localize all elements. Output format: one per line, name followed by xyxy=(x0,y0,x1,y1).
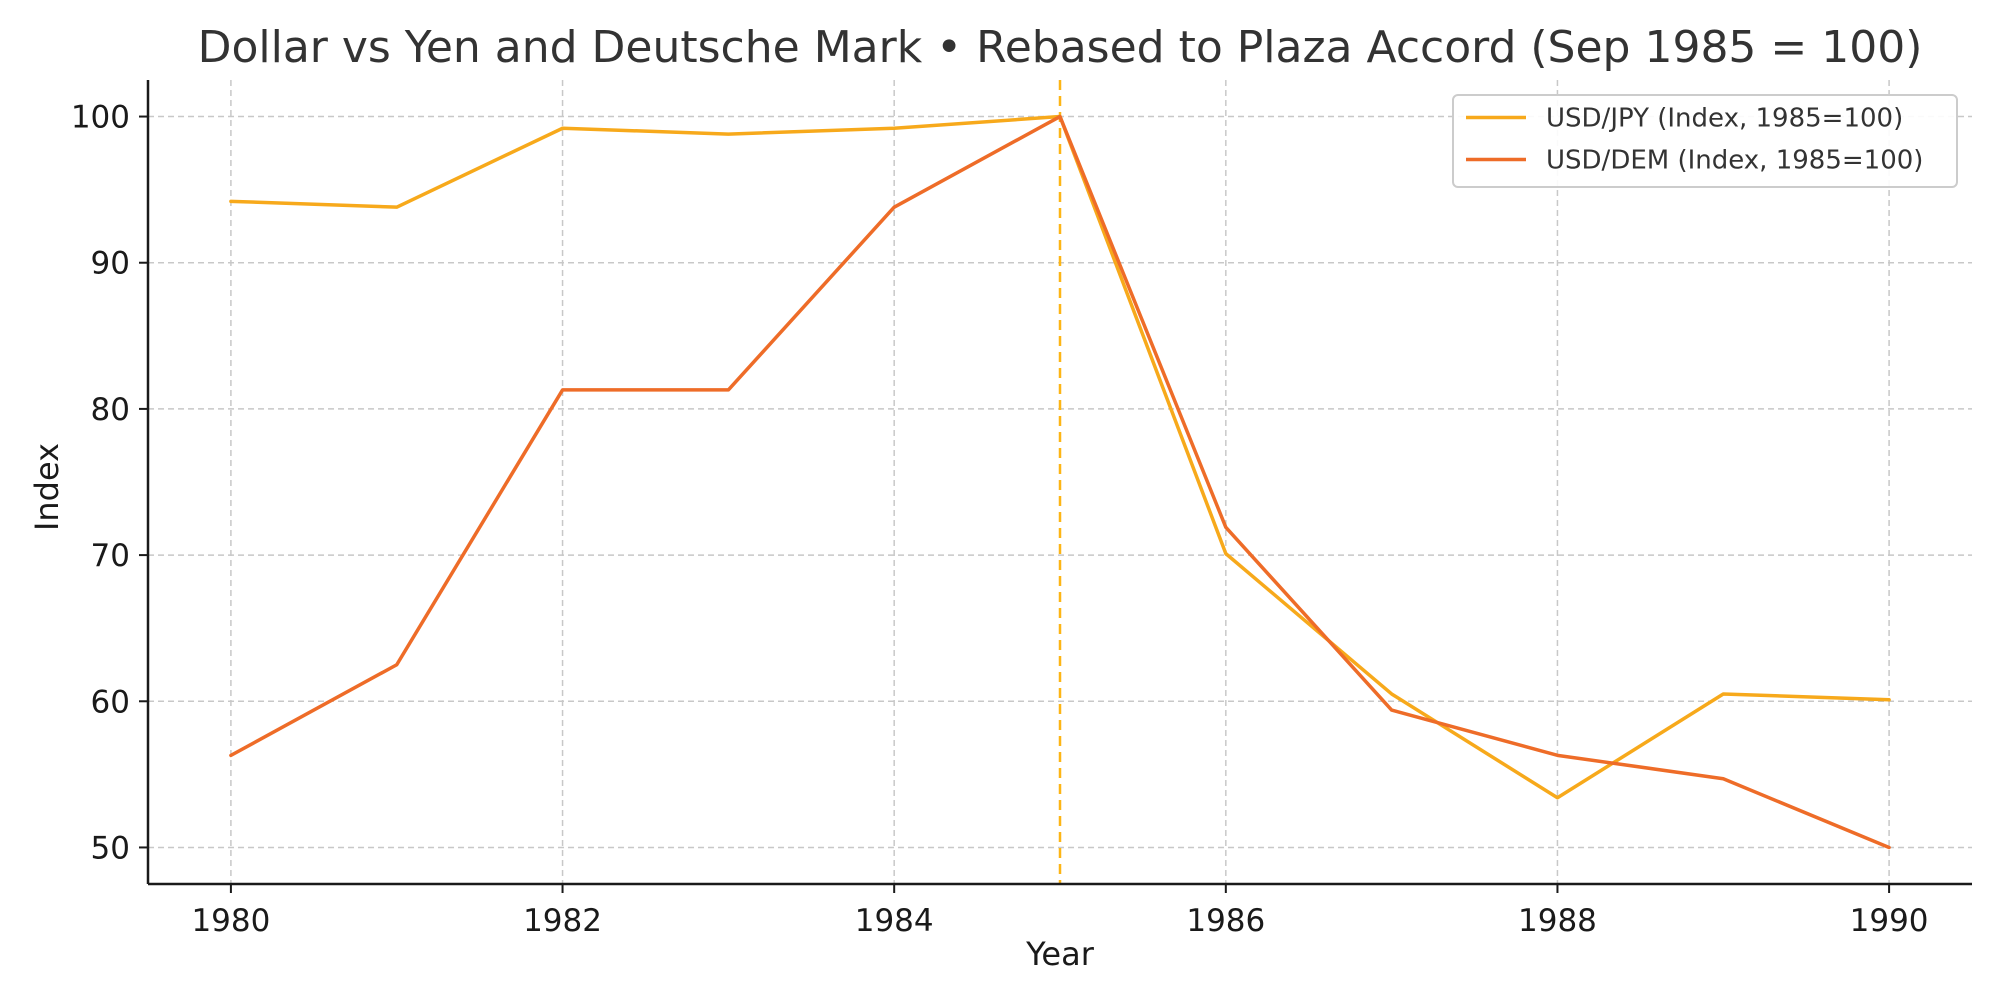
y-tick-label: 90 xyxy=(91,246,130,282)
grid xyxy=(148,80,1972,884)
axes xyxy=(139,80,1972,893)
tick-labels: 1980 1982 1984 1986 1988 1990 50 60 70 80 90 100 xyxy=(71,100,1929,939)
y-tick-label: 80 xyxy=(91,392,130,428)
y-tick-label: 60 xyxy=(91,684,130,720)
x-tick-label: 1982 xyxy=(523,903,602,939)
series-line-usd-dem xyxy=(229,114,1891,850)
y-axis-label: Index xyxy=(28,443,66,531)
y-tick-label: 100 xyxy=(71,100,130,136)
y-tick-label: 70 xyxy=(91,538,130,574)
legend-label-usd-jpy: USD/JPY (Index, 1985=100) xyxy=(1546,104,1903,134)
legend-box xyxy=(1452,94,1958,188)
x-tick-label: 1980 xyxy=(191,903,270,939)
x-axis-label: Year xyxy=(1025,935,1095,973)
x-tick-label: 1986 xyxy=(1186,903,1265,939)
series-layer xyxy=(229,114,1891,850)
x-tick-label: 1988 xyxy=(1518,903,1597,939)
legend-label-usd-dem: USD/DEM (Index, 1985=100) xyxy=(1546,146,1923,176)
chart-title: Dollar vs Yen and Deutsche Mark • Rebase… xyxy=(198,22,1923,73)
legend: USD/JPY (Index, 1985=100) USD/DEM (Index… xyxy=(1452,94,1958,188)
y-tick-label: 50 xyxy=(91,830,130,866)
x-tick-label: 1984 xyxy=(855,903,934,939)
x-tick-label: 1990 xyxy=(1850,903,1929,939)
